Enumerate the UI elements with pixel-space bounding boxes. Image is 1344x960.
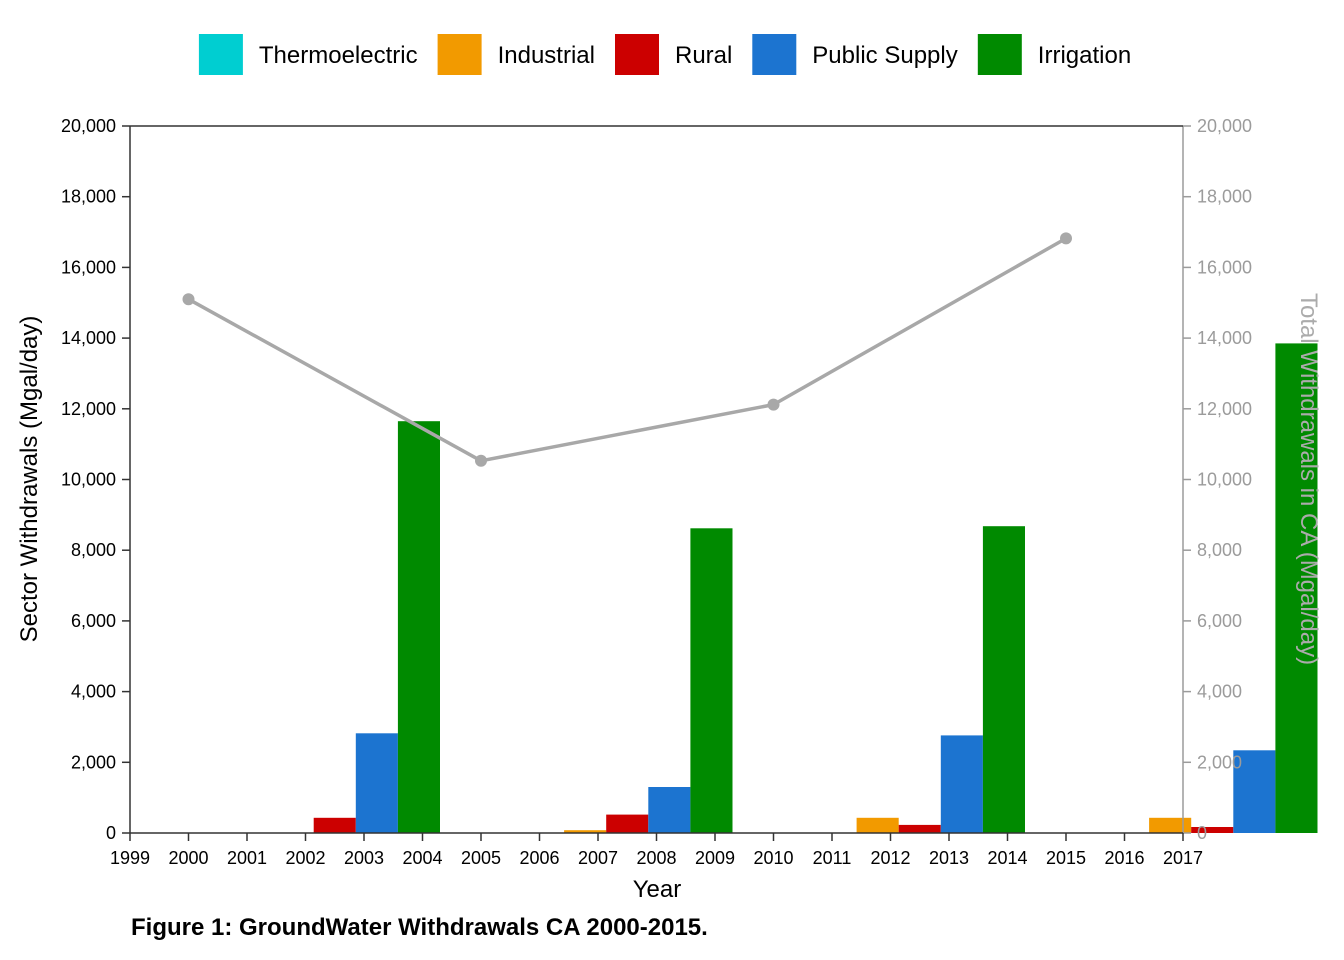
x-axis-title: Year [633, 876, 682, 903]
bar-public-supply-2010 [940, 735, 983, 833]
legend-swatch-irrigation [977, 34, 1022, 75]
total-withdrawals-point-2005 [475, 454, 487, 467]
x-tick-label-2016: 2016 [1104, 848, 1144, 868]
bar-irrigation-2005 [690, 528, 733, 833]
y-tick-label-left-6000: 6,000 [71, 611, 116, 631]
legend-label-thermoelectric: Thermoelectric [259, 42, 418, 69]
y-tick-label-left-2000: 2,000 [71, 752, 116, 772]
y-tick-label-right-14000: 14,000 [1197, 328, 1252, 348]
plot-area: 0 0 2,000 2,000 4,000 4,000 6,000 6,000 8,000 8,0… [61, 116, 1318, 868]
y-tick-label-left-12000: 12,000 [61, 399, 116, 419]
bar-public-supply-2015 [1233, 750, 1276, 833]
legend-swatch-public-supply [752, 34, 797, 75]
x-tick-label-2010: 2010 [753, 848, 793, 868]
bar-rural-2005 [606, 814, 649, 833]
x-tick-label-2002: 2002 [285, 848, 325, 868]
x-tick-label-2000: 2000 [168, 848, 208, 868]
bar-public-supply-2005 [648, 787, 691, 833]
y-axis-title-right: Total Withdrawals in CA (Mgal/day) [1295, 293, 1322, 665]
total-line-group [182, 232, 1072, 467]
y-tick-label-right-0: 0 [1197, 823, 1207, 843]
x-tick-label-2009: 2009 [695, 848, 735, 868]
bar-rural-2010 [898, 824, 941, 833]
bar-industrial-2015 [1149, 817, 1192, 833]
y-tick-label-left-4000: 4,000 [71, 682, 116, 702]
y-axis-title-left: Sector Withdrawals (Mgal/day) [16, 316, 43, 643]
axes-group: 0 0 2,000 2,000 4,000 4,000 6,000 6,000 8,000 8,0… [61, 116, 1252, 868]
x-tick-label-2013: 2013 [929, 848, 969, 868]
y-tick-label-right-6000: 6,000 [1197, 611, 1242, 631]
bar-irrigation-2010 [982, 526, 1025, 833]
bar-irrigation-2000 [397, 421, 440, 833]
y-tick-label-left-20000: 20,000 [61, 116, 116, 136]
legend-label-industrial: Industrial [498, 42, 595, 69]
x-tick-label-2011: 2011 [813, 848, 852, 868]
x-tick-label-2017: 2017 [1163, 848, 1203, 868]
x-tick-label-2004: 2004 [402, 848, 442, 868]
x-tick-label-2003: 2003 [344, 848, 384, 868]
bar-irrigation-2015 [1275, 343, 1318, 833]
legend-label-public-supply: Public Supply [812, 42, 957, 69]
legend-swatch-industrial [437, 34, 482, 75]
total-withdrawals-point-2000 [182, 293, 195, 306]
total-withdrawals-line [187, 236, 1067, 463]
x-tick-label-2005: 2005 [461, 848, 501, 868]
bar-rural-2015 [1191, 827, 1234, 833]
y-tick-label-left-18000: 18,000 [61, 187, 116, 207]
y-tick-label-right-20000: 20,000 [1197, 116, 1252, 136]
y-tick-label-left-8000: 8,000 [71, 540, 116, 560]
y-tick-label-left-10000: 10,000 [61, 470, 116, 490]
x-tick-label-2008: 2008 [636, 848, 676, 868]
x-tick-label-2012: 2012 [870, 848, 910, 868]
y-tick-label-left-16000: 16,000 [61, 257, 116, 277]
bar-public-supply-2000 [355, 733, 398, 833]
y-tick-label-left-14000: 14,000 [61, 328, 116, 348]
legend-label-irrigation: Irrigation [1038, 42, 1131, 69]
y-tick-label-right-2000: 2,000 [1197, 752, 1242, 772]
x-tick-label-1999: 1999 [110, 848, 150, 868]
y-tick-label-right-10000: 10,000 [1197, 470, 1252, 490]
bar-rural-2000 [313, 817, 356, 833]
total-withdrawals-point-2015 [1060, 232, 1072, 245]
y-tick-label-right-4000: 4,000 [1197, 682, 1242, 702]
y-tick-label-right-12000: 12,000 [1197, 399, 1252, 419]
x-tick-label-2015: 2015 [1046, 848, 1086, 868]
y-tick-label-right-8000: 8,000 [1197, 540, 1242, 560]
y-tick-label-right-16000: 16,000 [1197, 257, 1252, 277]
x-tick-label-2014: 2014 [987, 848, 1027, 868]
x-tick-label-2001: 2001 [227, 848, 267, 868]
bars-group [313, 343, 1318, 833]
legend-swatch-thermoelectric [198, 34, 243, 75]
legend-label-rural: Rural [675, 42, 732, 69]
y-tick-label-left-0: 0 [106, 823, 116, 843]
bar-industrial-2005 [564, 830, 607, 833]
legend: Thermoelectric Industrial Rural Public Supp… [198, 34, 1131, 75]
y-tick-label-right-18000: 18,000 [1197, 187, 1252, 207]
total-withdrawals-point-2010 [767, 398, 780, 411]
x-tick-label-2007: 2007 [578, 848, 618, 868]
x-tick-label-2006: 2006 [519, 848, 559, 868]
legend-swatch-rural [615, 34, 659, 75]
figure-caption: Figure 1: GroundWater Withdrawals CA 200… [131, 914, 708, 941]
bar-industrial-2010 [856, 817, 899, 833]
